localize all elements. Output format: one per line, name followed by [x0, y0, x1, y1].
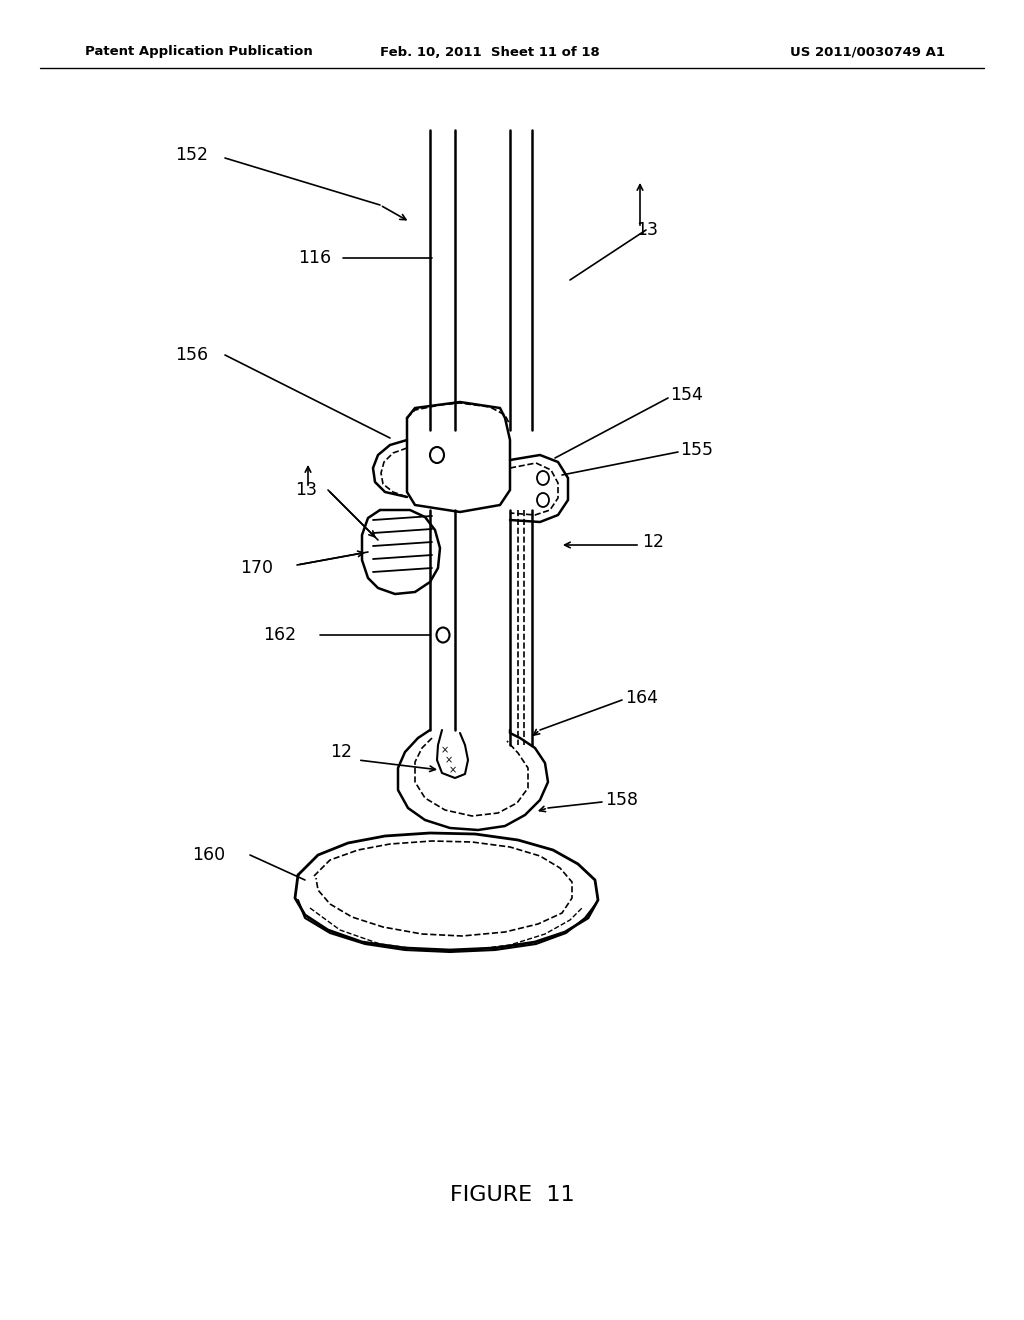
Text: 160: 160 — [193, 846, 225, 865]
Text: 164: 164 — [625, 689, 658, 708]
Text: 158: 158 — [605, 791, 638, 809]
Text: ×: × — [449, 766, 457, 775]
Text: ×: × — [445, 755, 453, 766]
Text: 12: 12 — [330, 743, 352, 762]
Text: 13: 13 — [636, 220, 658, 239]
Text: Feb. 10, 2011  Sheet 11 of 18: Feb. 10, 2011 Sheet 11 of 18 — [380, 45, 600, 58]
Text: Patent Application Publication: Patent Application Publication — [85, 45, 312, 58]
Text: 152: 152 — [175, 147, 208, 164]
Text: 156: 156 — [175, 346, 208, 364]
Text: 116: 116 — [298, 249, 331, 267]
Text: US 2011/0030749 A1: US 2011/0030749 A1 — [790, 45, 945, 58]
Text: FIGURE  11: FIGURE 11 — [450, 1185, 574, 1205]
Text: 13: 13 — [295, 480, 317, 499]
Text: ×: × — [441, 744, 450, 755]
Text: 154: 154 — [670, 385, 702, 404]
Text: 155: 155 — [680, 441, 713, 459]
Text: 162: 162 — [263, 626, 296, 644]
Text: 12: 12 — [642, 533, 664, 550]
Text: 170: 170 — [240, 558, 273, 577]
